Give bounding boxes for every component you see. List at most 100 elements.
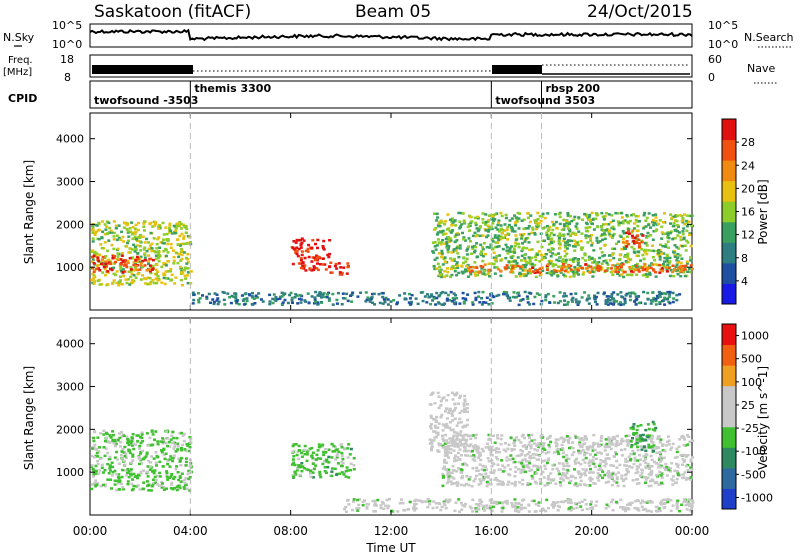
- echo-cell: [551, 468, 555, 471]
- echo-cell: [152, 237, 156, 240]
- echo-cell: [621, 479, 625, 482]
- echo-cell: [607, 480, 610, 484]
- echo-cell: [183, 478, 187, 482]
- echo-cell: [549, 232, 553, 235]
- echo-cell: [544, 452, 548, 455]
- echo-cell: [669, 467, 673, 470]
- echo-cell: [667, 266, 671, 270]
- echo-cell: [677, 231, 681, 234]
- echo-cell: [129, 230, 133, 234]
- echo-cell: [152, 224, 156, 227]
- echo-cell: [627, 229, 630, 233]
- echo-cell: [627, 232, 631, 235]
- echo-cell: [688, 440, 692, 443]
- echo-cell: [444, 467, 448, 471]
- echo-cell: [496, 241, 500, 244]
- echo-cell: [472, 434, 476, 437]
- echo-cell: [449, 231, 453, 234]
- echo-cell: [504, 243, 508, 247]
- echo-cell: [575, 270, 579, 274]
- echo-cell: [658, 483, 662, 486]
- echo-cell: [528, 258, 532, 261]
- echo-cell: [414, 507, 418, 510]
- echo-cell: [178, 252, 182, 256]
- echo-cell: [622, 237, 625, 240]
- echo-cell: [126, 441, 130, 444]
- echo-cell: [331, 292, 335, 296]
- echo-cell: [548, 445, 552, 449]
- echo-cell: [437, 224, 441, 228]
- colorbar-tick-label: 20: [741, 182, 755, 195]
- echo-cell: [557, 239, 561, 243]
- echo-cell: [106, 232, 110, 235]
- velocity-colorbar-label: Velocity [m s^-1]: [756, 366, 770, 470]
- echo-cell: [604, 222, 608, 226]
- echo-cell: [461, 291, 465, 295]
- echo-cell: [684, 249, 688, 252]
- echo-cell: [627, 228, 631, 231]
- echo-cell: [624, 509, 628, 513]
- echo-cell: [645, 244, 649, 247]
- echo-cell: [664, 462, 668, 466]
- echo-cell: [485, 296, 489, 299]
- echo-cell: [644, 465, 648, 468]
- echo-cell: [543, 459, 547, 462]
- echo-cell: [500, 510, 504, 513]
- echo-cell: [538, 214, 542, 218]
- echo-cell: [489, 434, 493, 437]
- echo-cell: [462, 404, 466, 407]
- echo-cell: [138, 488, 142, 491]
- echo-cell: [670, 446, 674, 449]
- echo-cell: [295, 294, 299, 297]
- echo-cell: [122, 226, 126, 229]
- echo-cell: [658, 458, 662, 462]
- echo-cell: [627, 470, 630, 474]
- echo-cell: [102, 265, 106, 269]
- echo-cell: [93, 250, 97, 254]
- echo-cell: [456, 264, 460, 267]
- echo-cell: [641, 499, 644, 502]
- echo-cell: [505, 249, 509, 252]
- echo-cell: [536, 253, 540, 256]
- echo-cell: [503, 223, 507, 226]
- echo-cell: [546, 437, 549, 440]
- echo-cell: [675, 507, 679, 510]
- echo-cell: [523, 436, 527, 440]
- echo-cell: [647, 264, 651, 268]
- echo-cell: [635, 508, 639, 511]
- echo-cell: [115, 270, 119, 273]
- echo-cell: [537, 501, 541, 504]
- echo-cell: [160, 281, 164, 284]
- echo-cell: [132, 243, 136, 247]
- echo-cell: [630, 231, 634, 234]
- echo-cell: [518, 212, 522, 215]
- echo-cell: [127, 443, 131, 446]
- echo-cell: [660, 237, 664, 240]
- echo-cell: [458, 417, 462, 421]
- echo-cell: [663, 232, 667, 235]
- echo-cell: [671, 300, 675, 304]
- echo-cell: [336, 462, 340, 465]
- echo-cell: [340, 451, 344, 455]
- echo-cell: [673, 469, 677, 473]
- echo-cell: [162, 238, 165, 241]
- echo-cell: [500, 231, 504, 235]
- echo-cell: [646, 275, 649, 278]
- echo-cell: [551, 252, 555, 255]
- echo-cell: [493, 234, 497, 237]
- echo-cell: [607, 254, 611, 257]
- echo-cell: [664, 498, 668, 501]
- echo-cell: [364, 300, 368, 303]
- echo-cell: [632, 462, 636, 466]
- echo-cell: [578, 451, 582, 455]
- echo-cell: [679, 274, 683, 278]
- echo-cell: [624, 260, 628, 263]
- echo-cell: [463, 268, 467, 271]
- echo-cell: [480, 267, 484, 270]
- echo-cell: [295, 249, 299, 253]
- echo-cell: [681, 463, 684, 466]
- echo-cell: [547, 474, 551, 478]
- echo-cell: [130, 221, 134, 224]
- echo-cell: [431, 241, 435, 244]
